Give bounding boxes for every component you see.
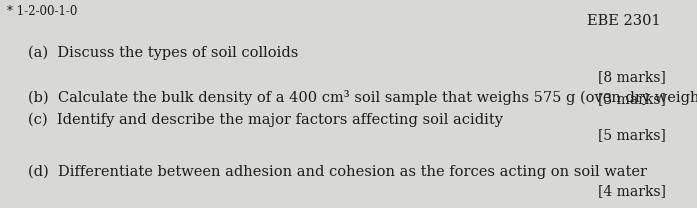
Text: EBE 2301: EBE 2301 (587, 14, 661, 27)
Text: [4 marks]: [4 marks] (597, 184, 666, 198)
Text: (d)  Differentiate between adhesion and cohesion as the forces acting on soil wa: (d) Differentiate between adhesion and c… (28, 164, 647, 179)
Text: (c)  Identify and describe the major factors affecting soil acidity: (c) Identify and describe the major fact… (28, 112, 503, 127)
Text: (a)  Discuss the types of soil colloids: (a) Discuss the types of soil colloids (28, 46, 298, 60)
Text: [3 marks]: [3 marks] (598, 93, 666, 106)
Text: * 1-2-00-1-0: * 1-2-00-1-0 (7, 5, 77, 18)
Text: (b)  Calculate the bulk density of a 400 cm³ soil sample that weighs 575 g (oven: (b) Calculate the bulk density of a 400 … (28, 90, 697, 105)
Text: [8 marks]: [8 marks] (598, 70, 666, 84)
Text: [5 marks]: [5 marks] (598, 128, 666, 142)
